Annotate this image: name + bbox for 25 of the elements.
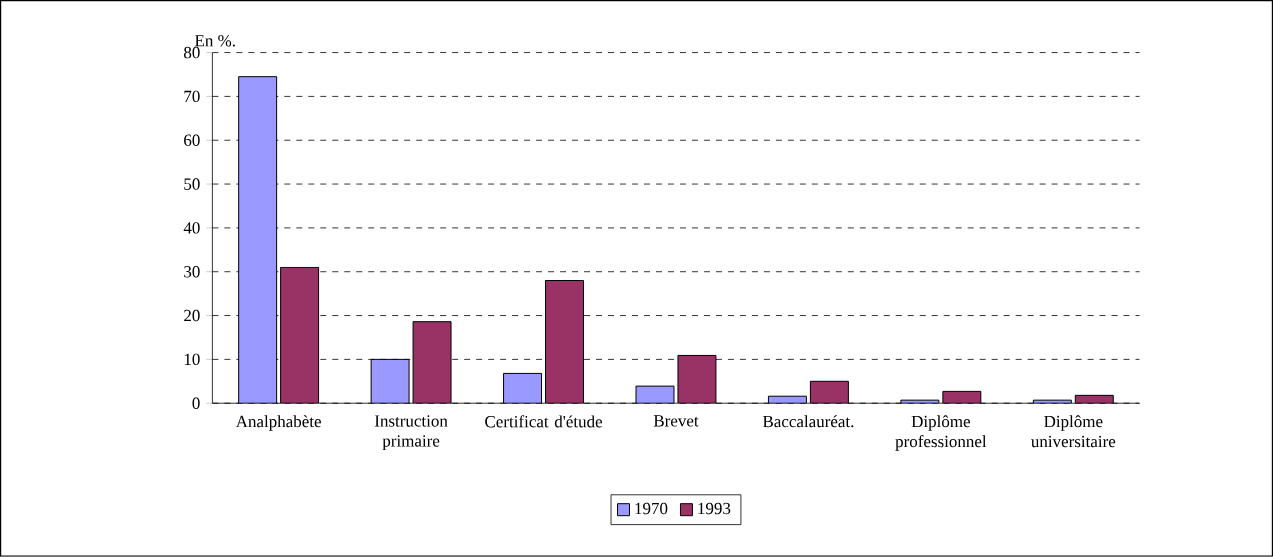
y-tick-label: 60 xyxy=(184,134,200,147)
x-tick-label: Certificat d'étude xyxy=(485,415,603,428)
legend-label: 1993 xyxy=(698,502,731,515)
bar xyxy=(503,373,542,404)
y-tick-label: 40 xyxy=(183,222,200,234)
y-tick-label: 30 xyxy=(184,266,200,278)
y-tick-label: 50 xyxy=(184,178,200,190)
legend-label: 1970 xyxy=(635,502,668,515)
y-tick-label: 10 xyxy=(184,353,200,366)
y-tick-label: 80 xyxy=(184,47,200,59)
bar xyxy=(942,391,982,404)
bar xyxy=(371,359,410,404)
y-tick-label: 0 xyxy=(192,397,200,410)
x-tick-label: Diplôme professionnel xyxy=(895,415,987,451)
x-tick-label: Baccalauréat. xyxy=(762,415,854,428)
bar xyxy=(238,76,277,404)
bar xyxy=(1074,394,1114,404)
y-tick-label: 70 xyxy=(184,90,200,103)
x-tick-label: Analphabète xyxy=(235,415,321,431)
x-tick-label: Diplôme universitaire xyxy=(1031,415,1116,448)
x-tick-label: Instruction primaire xyxy=(374,415,448,451)
bar xyxy=(809,380,849,404)
y-axis-title: En %. xyxy=(194,35,235,47)
x-tick-label: Brevet xyxy=(653,415,699,427)
y-tick-label: 20 xyxy=(184,310,200,322)
